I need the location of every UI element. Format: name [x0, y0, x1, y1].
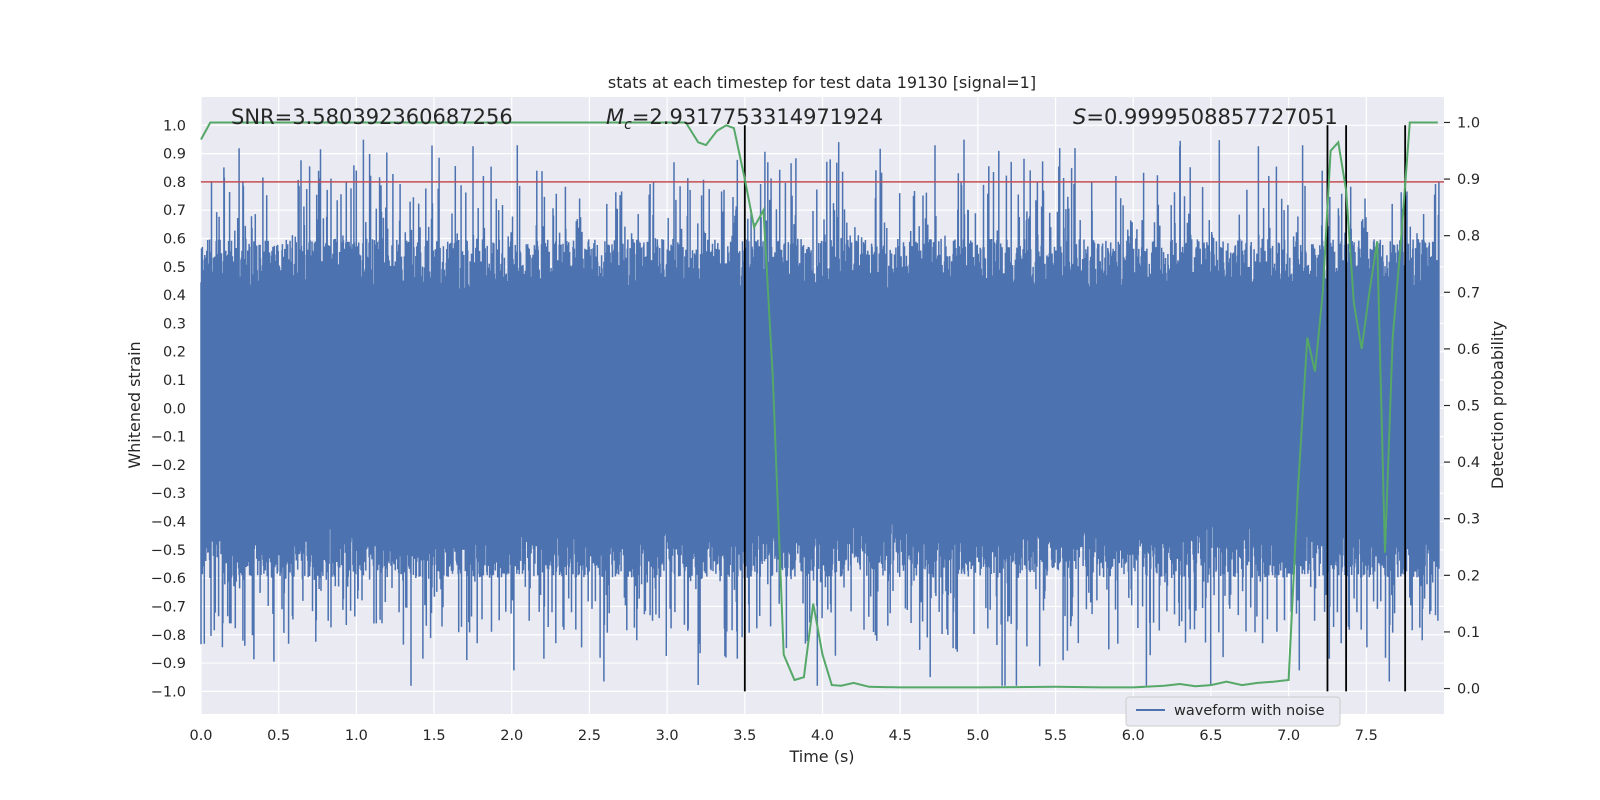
y2-tick-label: 0.5 — [1457, 399, 1480, 415]
chirp-mass-annotation: Mc=2.9317753314971924 — [606, 105, 883, 133]
y2-axis-label: Detection probability — [1488, 321, 1507, 489]
chirp-mass-subscript: c — [624, 117, 632, 133]
x-tick-label: 0.5 — [267, 728, 290, 744]
x-tick-label: 1.0 — [345, 728, 368, 744]
y-tick-label: −1.0 — [151, 684, 186, 700]
y-axis-ticks: 1.0 0.9 0.8 0.7 0.6 0.5 0.4 0.3 0.2 0.1 0.0 −0.1 −0.… — [151, 118, 186, 700]
probability-line — [200, 121, 1438, 689]
y-tick-label: −0.3 — [151, 486, 186, 502]
y2-tick-label: 0.4 — [1457, 455, 1480, 471]
x-axis-ticks: 0.0 0.5 1.0 1.5 2.0 2.5 3.0 3.5 4.0 4.5 5.0 5.5 6.0 6… — [189, 728, 1377, 744]
legend-box — [1125, 696, 1341, 727]
x-tick-label: 7.0 — [1277, 728, 1300, 744]
y-tick-label: 0.4 — [163, 288, 186, 304]
y-tick-label: −0.4 — [151, 515, 186, 531]
legend-label: waveform with noise — [1174, 703, 1325, 719]
y2-tick-label: 0.1 — [1457, 625, 1480, 641]
x-tick-label: 4.5 — [889, 728, 912, 744]
y-tick-label: −0.7 — [151, 599, 186, 615]
y2-tick-label: 0.2 — [1457, 568, 1480, 584]
x-axis-label: Time (s) — [788, 747, 854, 766]
y-tick-label: 0.3 — [163, 316, 186, 332]
y-tick-label: 0.5 — [163, 260, 186, 276]
y-tick-label: 0.1 — [163, 373, 186, 389]
x-tick-label: 2.5 — [578, 728, 601, 744]
chirp-mass-symbol: M — [606, 105, 624, 129]
y-tick-label: 0.9 — [163, 147, 186, 163]
probability-series — [200, 121, 1438, 689]
y2-tick-label: 0.8 — [1457, 229, 1480, 245]
y-tick-label: 0.7 — [163, 203, 186, 219]
y2-tick-label: 1.0 — [1457, 115, 1480, 131]
y-tick-label: 0.2 — [163, 345, 186, 361]
y-tick-label: 1.0 — [163, 118, 186, 134]
score-symbol: S — [1073, 105, 1086, 129]
y-tick-label: −0.2 — [151, 458, 186, 474]
x-tick-label: 3.5 — [733, 728, 756, 744]
x-tick-label: 2.0 — [500, 728, 523, 744]
x-tick-label: 3.0 — [656, 728, 679, 744]
plot-area — [200, 97, 1444, 714]
y-tick-label: −0.8 — [151, 628, 186, 644]
y2-tick-label: 0.0 — [1457, 682, 1480, 698]
y-tick-label: 0.0 — [163, 401, 186, 417]
y2-tick-label: 0.6 — [1457, 342, 1480, 358]
snr-annotation: SNR=3.580392360687256 — [231, 105, 513, 129]
chirp-mass-value: =2.9317753314971924 — [632, 105, 883, 129]
x-tick-label: 7.5 — [1355, 728, 1378, 744]
y2-tick-label: 0.7 — [1457, 285, 1480, 301]
score-value: =0.9999508857727051 — [1086, 105, 1337, 129]
y-tick-label: 0.6 — [163, 232, 186, 248]
x-tick-label: 5.0 — [966, 728, 989, 744]
y2-tick-label: 0.9 — [1457, 172, 1480, 188]
y-tick-label: −0.5 — [151, 543, 186, 559]
y-tick-label: −0.1 — [151, 430, 186, 446]
x-tick-label: 6.5 — [1199, 728, 1222, 744]
waveform-series — [200, 139, 1440, 686]
y-axis-label: Whitened strain — [125, 341, 144, 468]
x-tick-label: 5.5 — [1044, 728, 1067, 744]
x-tick-label: 4.0 — [811, 728, 834, 744]
y-tick-label: −0.6 — [151, 571, 186, 587]
y-tick-label: 0.8 — [163, 175, 186, 191]
waveform-path — [200, 139, 1440, 686]
x-tick-label: 6.0 — [1122, 728, 1145, 744]
x-tick-label: 0.0 — [189, 728, 212, 744]
x-tick-label: 1.5 — [423, 728, 446, 744]
legend: waveform with noise — [1125, 696, 1341, 727]
y2-tick-label: 0.3 — [1457, 512, 1480, 528]
y-tick-label: −0.9 — [151, 656, 186, 672]
score-annotation: S=0.9999508857727051 — [1073, 105, 1338, 129]
y2-axis-ticks: 1.0 0.9 0.8 0.7 0.6 0.5 0.4 0.3 0.2 0.1 0.0 — [1444, 115, 1480, 698]
chart-title: stats at each timestep for test data 191… — [608, 73, 1036, 92]
